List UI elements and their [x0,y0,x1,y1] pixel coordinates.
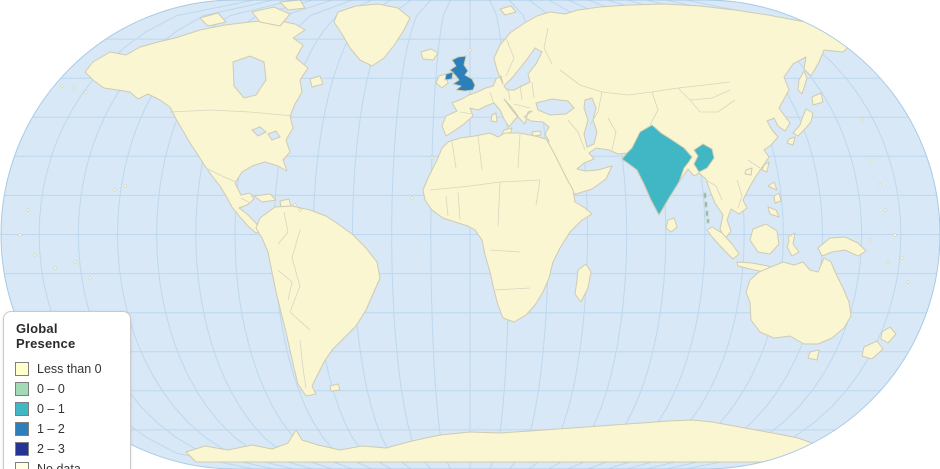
island-victoria[interactable] [199,12,227,27]
landmass-antarctica[interactable] [185,419,816,463]
island-taiwan[interactable] [761,161,770,173]
legend-item: 0 – 0 [15,379,120,399]
island-dot [900,256,904,260]
legend-swatch [15,462,29,469]
island-sakhalin[interactable] [797,70,808,95]
island-crete[interactable] [531,130,542,137]
landmass-south-america[interactable] [255,205,381,397]
legend-item-label: No data [37,462,81,469]
landmass-australia[interactable] [745,257,852,345]
baltic-sea [503,47,543,91]
island-tasmania[interactable] [807,349,820,361]
legend-item: 1 – 2 [15,419,120,439]
island-dot [53,266,57,270]
legend-item-label: 0 – 0 [37,382,65,396]
island-sardinia[interactable] [490,112,498,123]
great-lakes-east [267,130,281,141]
island-dot [293,203,297,207]
legend-item: Less than 0 [15,359,120,379]
legend-item-label: 1 – 2 [37,422,65,436]
country-borders [169,27,761,389]
island-philippines-visayas[interactable] [773,192,782,204]
island-new-zealand-north[interactable] [880,326,897,344]
island-sumatra[interactable] [706,226,740,260]
island-dot [893,233,897,237]
island-kyushu[interactable] [786,136,796,146]
island-sri-lanka[interactable] [665,217,678,233]
legend-swatch [15,362,29,376]
island-dot [886,260,890,264]
island-dot [123,184,127,188]
island-dot [883,208,887,212]
island-dot [73,260,77,264]
island-falkland[interactable] [329,383,341,392]
hudson-bay [232,55,267,99]
island-dot [868,238,872,242]
legend: Global Presence Less than 0 0 – 0 0 – 1 1 –… [3,311,131,469]
legend-swatch [15,382,29,396]
small-island-dots [18,48,910,284]
island-baffin[interactable] [251,6,291,27]
landmass-greenland[interactable] [333,3,411,67]
island-hainan[interactable] [744,167,753,176]
island-philippines-mindanao[interactable] [767,206,780,218]
island-dot [72,86,76,90]
island-borneo[interactable] [749,223,780,255]
legend-item: No data [15,459,120,469]
country-united-kingdom-northern-ireland[interactable] [444,71,454,81]
island-dot [298,208,302,212]
island-dot [870,158,874,162]
island-honshu[interactable] [792,108,814,137]
island-ellesmere[interactable] [279,0,306,11]
island-svalbard[interactable] [499,5,517,16]
country-india-northeast[interactable] [693,143,715,173]
island-dot [860,118,864,122]
great-lakes-west [251,126,267,137]
legend-items: Less than 0 0 – 0 0 – 1 1 – 2 2 – 3 No data [15,359,120,469]
island-dot [60,84,64,88]
legend-item-label: 2 – 3 [37,442,65,456]
legend-item-label: Less than 0 [37,362,102,376]
island-madagascar[interactable] [574,263,592,303]
island-cuba[interactable] [253,193,277,203]
island-hokkaido[interactable] [811,92,824,106]
island-dot [48,80,52,84]
island-dot [878,183,882,187]
island-dot [33,253,37,257]
island-dot [906,280,910,284]
island-dot [113,188,117,192]
country-united-kingdom[interactable] [449,55,476,92]
island-new-guinea[interactable] [817,236,867,257]
island-dot [430,156,434,160]
legend-item: 2 – 3 [15,439,120,459]
island-philippines-luzon[interactable] [767,181,778,191]
legend-swatch [15,442,29,456]
country-india[interactable] [621,124,693,216]
island-dot [88,276,92,280]
island-sulawesi[interactable] [786,232,800,257]
island-iceland[interactable] [420,48,439,61]
legend-swatch [15,402,29,416]
island-dot [468,48,472,52]
country-india-andaman-islands[interactable] [703,192,710,224]
island-dot [410,196,414,200]
island-dot [18,233,22,237]
island-dot [84,90,88,94]
caspian-sea [583,97,598,148]
legend-title: Global Presence [16,321,76,351]
landmass-eurasia[interactable] [441,3,884,240]
island-new-zealand-south[interactable] [861,340,884,360]
legend-item-label: 0 – 1 [37,402,65,416]
legend-item: 0 – 1 [15,399,120,419]
island-newfoundland[interactable] [309,75,324,88]
black-sea [535,98,575,116]
landmass-africa[interactable] [422,132,593,323]
island-dot [26,208,30,212]
legend-swatch [15,422,29,436]
